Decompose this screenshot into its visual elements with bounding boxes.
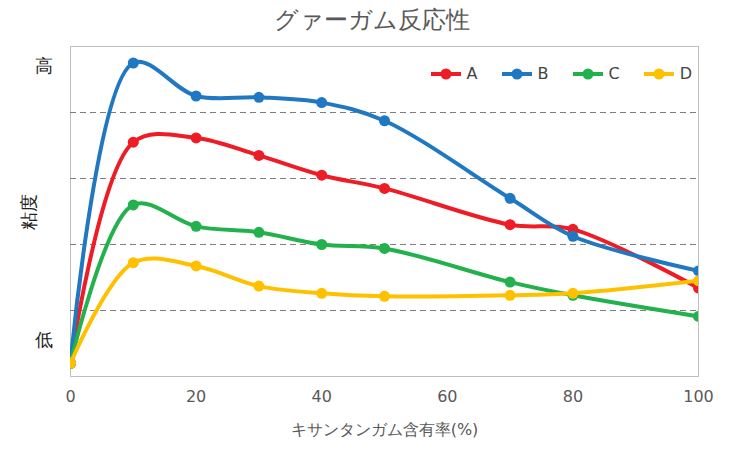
svg-text:60: 60 <box>437 387 457 406</box>
html-text:A: A <box>466 64 478 83</box>
svg-text:40: 40 <box>312 387 332 406</box>
svg-text:80: 80 <box>563 387 583 406</box>
svg-text:20: 20 <box>186 387 206 406</box>
svg-text:高: 高 <box>35 55 53 76</box>
svg-text:0: 0 <box>65 387 75 406</box>
svg-text:粘度: 粘度 <box>18 194 39 230</box>
html-text:グァーガム反応性: グァーガム反応性 <box>274 6 470 34</box>
html-text:B: B <box>537 64 549 83</box>
svg-text:100: 100 <box>683 387 714 406</box>
html-text:D: D <box>679 64 692 83</box>
svg-text:キサンタンガム含有率(%): キサンタンガム含有率(%) <box>291 420 479 439</box>
html-text:C: C <box>608 64 620 83</box>
svg-text:低: 低 <box>35 329 53 350</box>
